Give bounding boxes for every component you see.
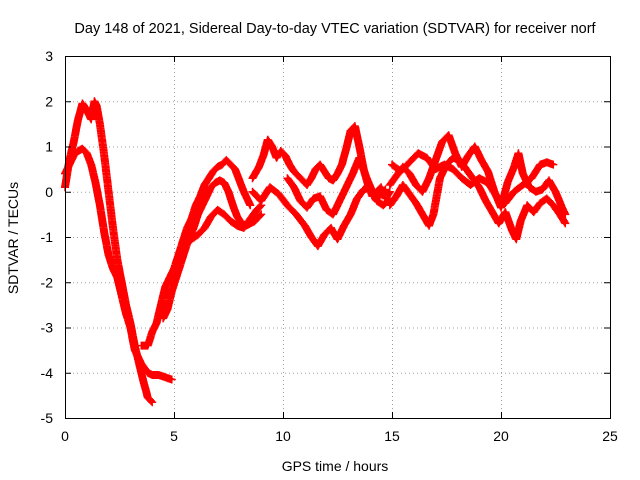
- data-points: [61, 97, 570, 407]
- data-point-track: [137, 156, 255, 350]
- data-point-track: [385, 153, 570, 244]
- axis-ticks: 0 5 10 15 20 25 -5 -4 -3 -2 -1 0 1 2 3: [41, 48, 618, 444]
- x-tick-label: 10: [275, 428, 291, 444]
- x-tick-label: 5: [170, 428, 178, 444]
- data-point-track: [283, 153, 390, 219]
- y-tick-label: -3: [41, 320, 54, 336]
- y-tick-label: 3: [45, 48, 53, 64]
- series-sdtvar: [61, 97, 570, 407]
- y-tick-label: 0: [45, 184, 53, 200]
- y-axis-label: SDTVAR / TECUs: [5, 182, 21, 294]
- x-tick-label: 25: [602, 428, 618, 444]
- y-tick-label: -1: [41, 229, 54, 245]
- x-tick-label: 0: [61, 428, 69, 444]
- x-tick-label: 15: [384, 428, 400, 444]
- data-point-track: [388, 149, 558, 208]
- x-tick-label: 20: [493, 428, 509, 444]
- y-tick-label: -4: [41, 365, 54, 381]
- chart-title: Day 148 of 2021, Sidereal Day-to-day VTE…: [74, 21, 596, 37]
- y-tick-label: 2: [45, 93, 53, 109]
- x-axis-label: GPS time / hours: [282, 458, 389, 474]
- y-tick-label: 1: [45, 139, 53, 155]
- data-point-track: [180, 201, 266, 251]
- y-tick-label: -2: [41, 274, 54, 290]
- y-tick-label: -5: [41, 410, 54, 426]
